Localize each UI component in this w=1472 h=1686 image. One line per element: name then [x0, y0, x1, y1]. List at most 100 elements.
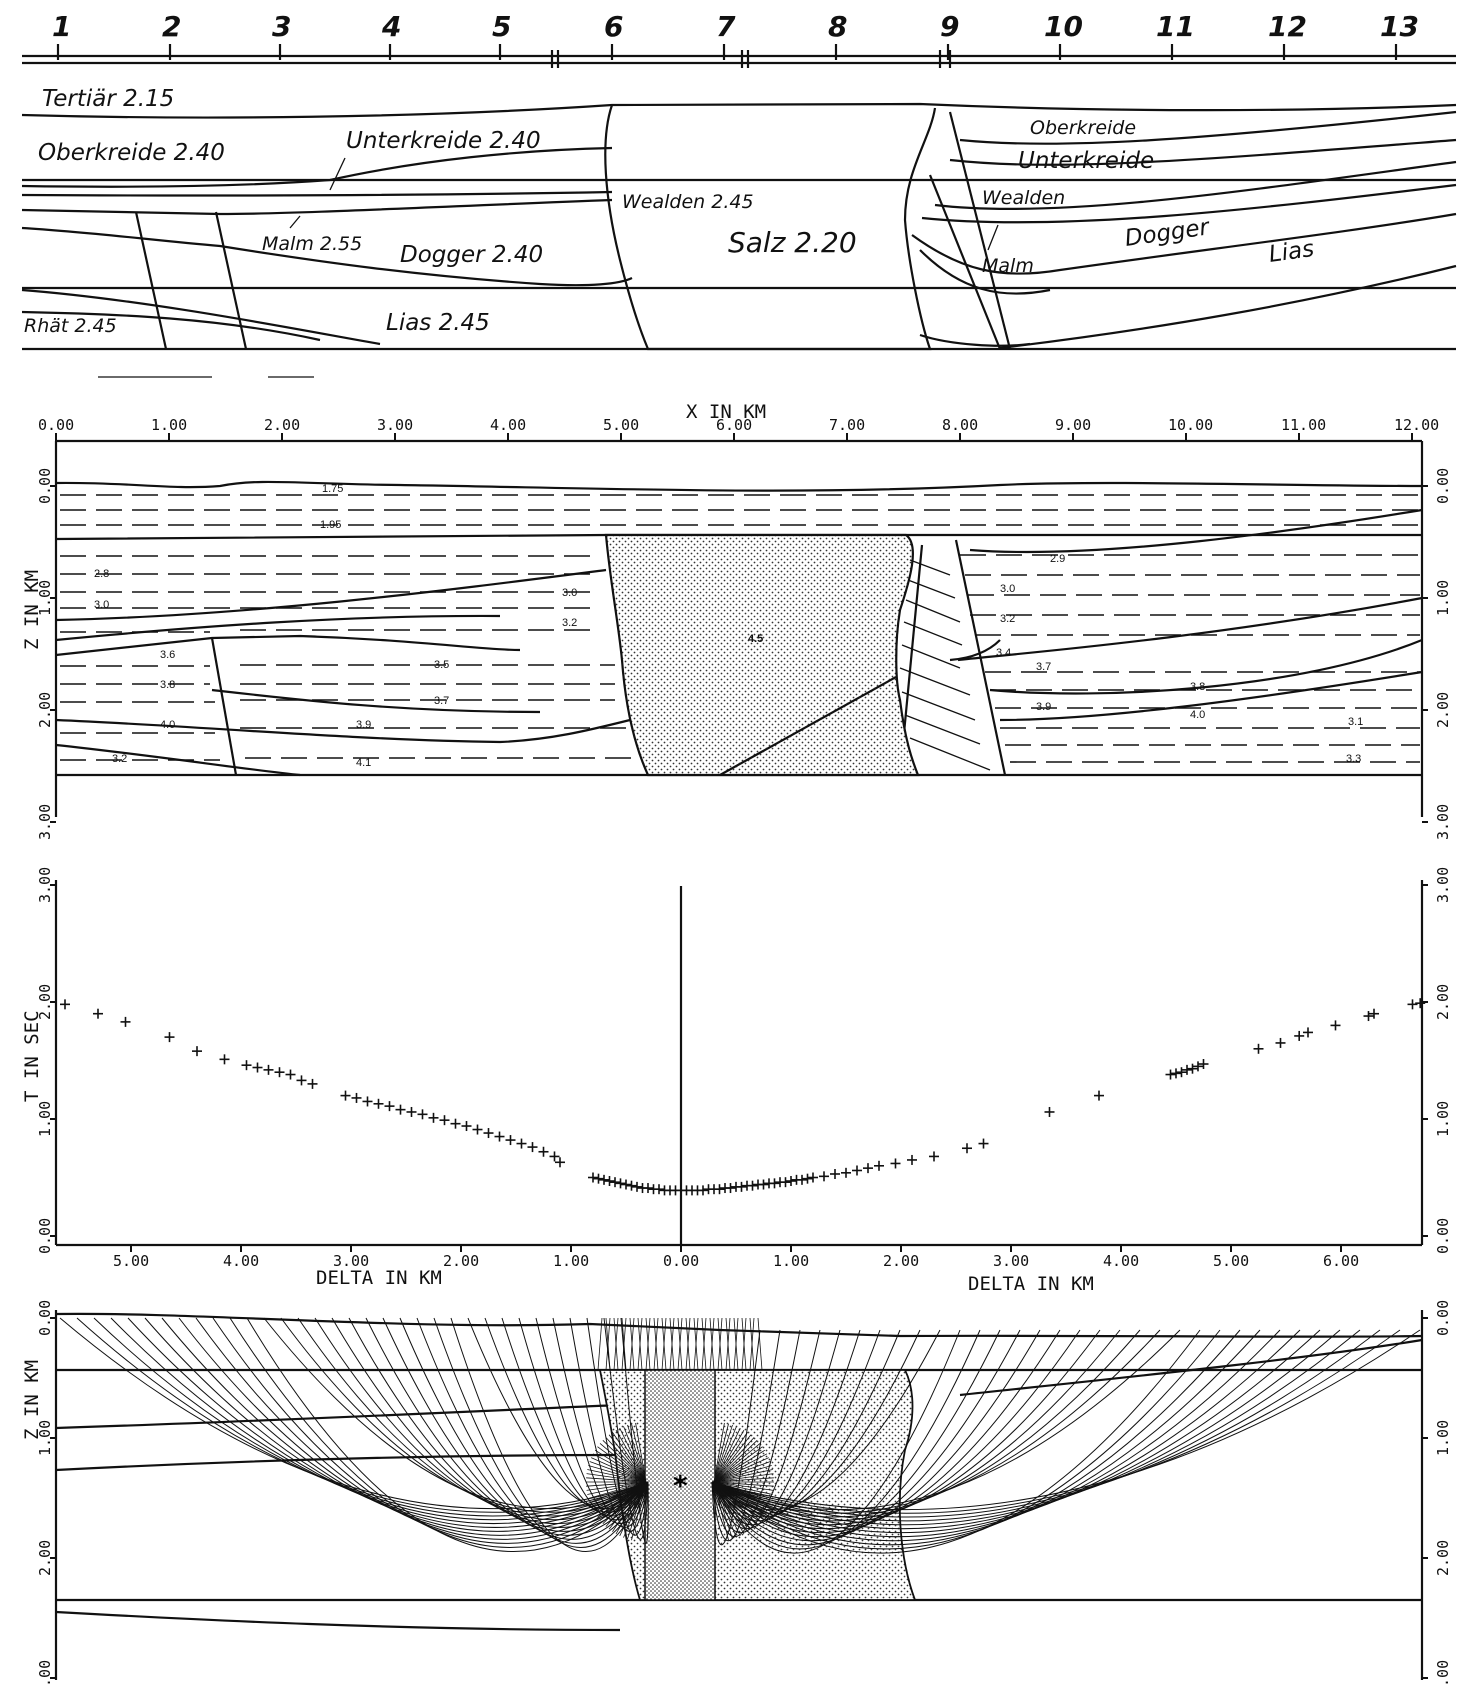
data-point: [1094, 1090, 1104, 1101]
ray-path: [603, 1317, 649, 1540]
data-point: [538, 1146, 549, 1157]
ray-path: [713, 1427, 741, 1483]
ray-path: [713, 1461, 771, 1483]
ray-path: [592, 1481, 647, 1511]
ray-path: [619, 1427, 647, 1483]
ray-path: [713, 1481, 729, 1541]
station-label: 6: [604, 10, 623, 43]
z-tick-label: 1.00: [1434, 580, 1452, 616]
station-label: 10: [1044, 10, 1083, 43]
ray-path: [713, 1481, 761, 1521]
data-point: [555, 1157, 565, 1168]
ray-path: [713, 1437, 755, 1483]
ray-path: [713, 1440, 758, 1483]
ray-path: [711, 1329, 1161, 1514]
data-point: [852, 1165, 862, 1176]
data-point: [252, 1062, 263, 1073]
x-tick-label: 3.00: [993, 1252, 1029, 1270]
x-tick-label: 11.00: [1281, 416, 1326, 434]
velocity-label: 3.8: [1190, 681, 1205, 693]
station-label: 2: [162, 10, 181, 43]
data-point: [1044, 1106, 1055, 1117]
ray-path: [613, 1317, 619, 1371]
ray-path: [711, 1329, 801, 1538]
ray-path: [711, 1329, 1201, 1554]
velocity-label: 3.2: [1000, 613, 1015, 625]
x-tick-label: 4.00: [490, 416, 526, 434]
data-point: [1198, 1059, 1209, 1070]
ray-path: [623, 1481, 647, 1538]
data-point: [1187, 1063, 1198, 1074]
station-label: 1: [52, 10, 71, 43]
data-point: [1363, 1011, 1374, 1022]
ray-path: [711, 1329, 1341, 1526]
ray-path: [685, 1317, 691, 1371]
station-label: 11: [1156, 10, 1195, 43]
ray-path: [416, 1317, 649, 1544]
z-axis-title: Z IN KM: [21, 570, 43, 650]
ray-path: [127, 1317, 649, 1525]
z-tick-label: 2.00: [1434, 692, 1452, 728]
ray-path: [713, 1481, 745, 1535]
ray-path: [587, 1481, 647, 1495]
unit-label-salz: Salz 2.20: [728, 226, 857, 259]
z-tick-label: 0.00: [36, 1300, 54, 1336]
ray-path: [711, 1329, 1281, 1538]
data-point: [1407, 999, 1418, 1010]
ray-path: [621, 1317, 627, 1371]
velocity-label: 3.1: [1348, 716, 1363, 728]
ray-path: [713, 1481, 748, 1532]
ray-path: [653, 1317, 659, 1371]
ray-path: [586, 1317, 649, 1536]
x-tick-label: 8.00: [942, 416, 978, 434]
data-point: [786, 1176, 796, 1187]
y-axis-ticks: 0.00 0.00 1.00 1.00 2.00 2.00 3.00 3.00: [36, 867, 1452, 1254]
ray-path: [637, 1317, 643, 1371]
unit-label-rhat: Rhät 2.45: [24, 315, 117, 337]
data-point: [736, 1181, 747, 1192]
velocity-label: 3.2: [562, 617, 577, 629]
data-point: [1193, 1061, 1203, 1072]
ray-path: [599, 1443, 647, 1483]
ray-path: [725, 1317, 731, 1371]
data-point: [1275, 1037, 1286, 1048]
ray-path: [713, 1473, 774, 1483]
ray-path: [619, 1481, 647, 1537]
station-numbers: 1 2 3 4 5 6 7 8 9 10 11 12 13: [52, 10, 1419, 43]
data-point: [362, 1096, 373, 1107]
ray-path: [701, 1317, 707, 1371]
ray-path: [629, 1317, 635, 1371]
data-point: [725, 1183, 736, 1194]
ray-path: [713, 1424, 733, 1483]
data-point: [483, 1128, 494, 1139]
data-point: [830, 1168, 840, 1179]
ray-panel: 0.00 0.00 1.00 1.00 2.00 2.00 3.00 3.00 Z IN KM…: [21, 1300, 1452, 1686]
station-label: 5: [492, 10, 511, 43]
x-tick-label: 0.00: [38, 416, 74, 434]
data-point: [747, 1180, 758, 1191]
velocity-label: 1.75: [322, 483, 343, 495]
data-point: [1253, 1043, 1264, 1054]
ray-path: [713, 1481, 758, 1524]
ray-path: [717, 1317, 723, 1371]
ray-path: [713, 1429, 745, 1483]
ray-path: [586, 1473, 647, 1483]
data-point: [604, 1176, 615, 1187]
ray-path: [693, 1317, 699, 1371]
ray-path: [615, 1481, 647, 1535]
ray-path: [711, 1329, 781, 1542]
velocity-label: 3.4: [996, 647, 1011, 659]
ray-path: [711, 1329, 1041, 1538]
data-point: [461, 1121, 472, 1132]
x-tick-label: 6.00: [1323, 1252, 1359, 1270]
data-point: [962, 1143, 972, 1154]
ray-path: [711, 1329, 1401, 1514]
data-point: [978, 1138, 989, 1149]
data-point: [588, 1172, 598, 1183]
z-tick-label: 2.00: [36, 692, 54, 728]
ray-path: [518, 1317, 649, 1521]
ray-path: [612, 1432, 647, 1483]
salt-dome-outline: [604, 104, 937, 351]
velocity-label: 4.1: [356, 757, 371, 769]
ray-path: [709, 1317, 715, 1371]
